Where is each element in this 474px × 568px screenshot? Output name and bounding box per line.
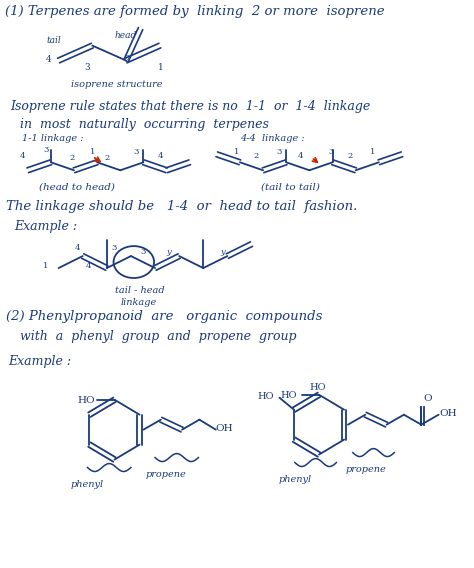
Text: (2) Phenylpropanoid  are   organic  compounds: (2) Phenylpropanoid are organic compound… xyxy=(7,310,323,323)
Text: 1: 1 xyxy=(370,148,375,156)
Text: 1: 1 xyxy=(43,262,48,270)
Text: 2: 2 xyxy=(124,55,130,64)
Text: y: y xyxy=(220,248,225,256)
Text: 4-4  linkage :: 4-4 linkage : xyxy=(240,135,305,143)
Text: OH: OH xyxy=(439,409,457,417)
Text: isoprene structure: isoprene structure xyxy=(71,81,163,90)
Text: 3: 3 xyxy=(134,148,139,156)
Text: 4: 4 xyxy=(298,152,303,160)
Text: 4: 4 xyxy=(46,55,52,64)
Text: O: O xyxy=(423,394,432,403)
Text: 3: 3 xyxy=(277,148,282,156)
Text: with  a  phenyl  group  and  propene  group: with a phenyl group and propene group xyxy=(20,330,297,343)
Text: 1: 1 xyxy=(234,148,239,156)
Text: 4: 4 xyxy=(86,262,91,270)
Text: (head to head): (head to head) xyxy=(39,182,115,191)
Text: head: head xyxy=(115,31,137,40)
Text: HO: HO xyxy=(281,391,297,400)
Text: 2: 2 xyxy=(105,154,110,162)
Text: Example :: Example : xyxy=(14,220,77,233)
Text: propene: propene xyxy=(146,470,186,479)
Text: Example :: Example : xyxy=(9,355,72,368)
Text: (tail to tail): (tail to tail) xyxy=(261,182,320,191)
Text: propene: propene xyxy=(346,465,387,474)
Text: 2: 2 xyxy=(69,154,74,162)
Text: linkage: linkage xyxy=(120,298,156,307)
Text: The linkage should be   1-4  or  head to tail  fashion.: The linkage should be 1-4 or head to tai… xyxy=(7,200,358,213)
Text: tail - head: tail - head xyxy=(115,286,164,295)
Text: 4: 4 xyxy=(158,152,164,160)
Text: 2: 2 xyxy=(348,152,353,160)
Text: phenyl: phenyl xyxy=(279,474,311,483)
Text: 4: 4 xyxy=(75,244,81,252)
Text: 1-1 linkage :: 1-1 linkage : xyxy=(22,135,83,143)
Text: (1) Terpenes are formed by  linking  2 or more  isoprene: (1) Terpenes are formed by linking 2 or … xyxy=(5,5,384,18)
Text: 1: 1 xyxy=(158,62,164,72)
Text: 3: 3 xyxy=(112,244,117,252)
Text: 3: 3 xyxy=(43,147,48,154)
Text: HO: HO xyxy=(257,392,274,401)
Text: Isoprene rule states that there is no  1-1  or  1-4  linkage: Isoprene rule states that there is no 1-… xyxy=(10,101,371,114)
Text: y: y xyxy=(167,248,172,256)
Text: in  most  naturally  occurring  terpenes: in most naturally occurring terpenes xyxy=(20,118,269,131)
Text: tail: tail xyxy=(47,36,62,45)
Text: HO: HO xyxy=(310,383,326,392)
Text: 1: 1 xyxy=(91,148,96,156)
Text: HO: HO xyxy=(78,396,95,405)
Text: 2: 2 xyxy=(254,152,259,160)
Text: OH: OH xyxy=(216,424,233,433)
Text: 3: 3 xyxy=(141,248,146,256)
Text: 3: 3 xyxy=(85,62,90,72)
Text: phenyl: phenyl xyxy=(70,479,103,488)
Text: 4: 4 xyxy=(20,152,26,160)
Text: 3: 3 xyxy=(328,148,334,156)
